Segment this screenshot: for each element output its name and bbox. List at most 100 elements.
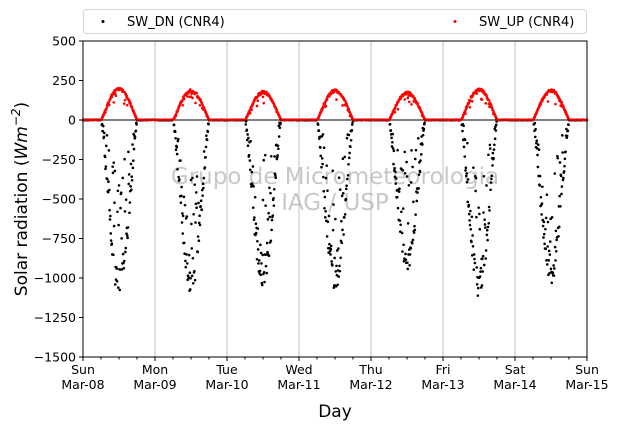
sw-dn-point (191, 256, 195, 260)
sw-dn-point (113, 283, 117, 286)
sw-dn-point (107, 180, 110, 183)
sw-dn-point (206, 130, 210, 134)
sw-dn-point (536, 165, 540, 169)
legend-label-sw-up: SW_UP (CNR4) (479, 15, 574, 30)
sw-dn-point (195, 206, 198, 209)
watermark-line-2: IAG / USP (281, 190, 389, 216)
sw-dn-point (118, 268, 122, 271)
sw-dn-point (334, 270, 338, 273)
sw-dn-point (322, 146, 326, 149)
sw-dn-point (261, 198, 265, 202)
sw-dn-point (536, 143, 540, 146)
sw-dn-point (257, 262, 260, 265)
sw-dn-point (561, 178, 565, 182)
y-axis-label-close: ) (12, 102, 32, 109)
sw-dn-point (332, 286, 336, 289)
sw-dn-point (391, 132, 395, 136)
sw-dn-point (487, 153, 490, 157)
sw-dn-point (340, 219, 343, 223)
sw-up-point (346, 104, 349, 108)
sw-dn-point (418, 170, 422, 174)
sw-dn-point (411, 238, 415, 242)
sw-dn-point (258, 269, 262, 273)
sw-dn-point (399, 223, 402, 227)
sw-dn-point (389, 129, 393, 132)
sw-dn-point (462, 124, 465, 128)
sw-dn-point (190, 247, 194, 250)
sw-dn-point (119, 191, 123, 194)
sw-dn-point (409, 181, 413, 184)
sw-dn-point (259, 251, 263, 255)
sw-dn-point (400, 231, 404, 235)
sw-dn-point (559, 205, 562, 208)
sw-dn-point (477, 206, 480, 209)
sw-dn-point (406, 261, 409, 264)
sw-dn-point (117, 184, 121, 187)
sw-dn-point (552, 264, 555, 267)
legend-box (83, 9, 587, 34)
sw-up-point (256, 99, 260, 102)
sw-dn-point (176, 137, 180, 141)
sw-dn-point (319, 154, 323, 158)
y-tick-label: −1250 (34, 310, 76, 325)
sw-dn-point (193, 278, 197, 282)
sw-up-point (470, 100, 474, 103)
sw-dn-point (254, 231, 258, 235)
sw-dn-point (189, 277, 192, 280)
sw-dn-point (421, 133, 425, 137)
sw-dn-point (252, 185, 255, 188)
sw-dn-point (464, 169, 467, 172)
sw-dn-point (270, 218, 274, 222)
sw-dn-point (185, 253, 188, 256)
sw-dn-point (126, 226, 130, 229)
sw-dn-point (473, 257, 476, 261)
y-tick-label: 250 (52, 73, 76, 88)
sw-dn-point (198, 214, 201, 218)
sw-dn-point (343, 213, 347, 216)
sw-dn-point (128, 201, 132, 204)
sw-dn-point (417, 187, 420, 190)
sw-dn-point (199, 199, 203, 202)
y-tick-label: 500 (52, 34, 76, 49)
sw-dn-point (482, 211, 485, 214)
sw-dn-point (335, 273, 339, 277)
y-axis-label-unit: Wm (12, 126, 32, 159)
sw-up-point (341, 104, 344, 107)
sw-dn-point (421, 143, 424, 146)
sw-up-point (325, 98, 329, 101)
sw-dn-point (104, 167, 107, 171)
sw-dn-point (403, 171, 407, 175)
sw-dn-point (272, 188, 276, 191)
sw-dn-point (475, 266, 479, 269)
sw-dn-point (331, 264, 334, 267)
sw-dn-point (482, 263, 486, 267)
sw-dn-point (105, 133, 109, 137)
sw-up-point (250, 108, 254, 111)
sw-dn-point (553, 267, 556, 270)
sw-dn-point (473, 261, 477, 265)
sw-dn-point (321, 162, 324, 166)
sw-dn-point (559, 174, 563, 178)
sw-dn-point (334, 217, 337, 221)
x-tick-label-day: Fri (436, 362, 451, 377)
sw-up-point (204, 110, 207, 113)
sw-up-point (324, 104, 328, 108)
sw-dn-point (101, 124, 105, 128)
sw-dn-point (414, 213, 417, 216)
sw-dn-point (396, 206, 400, 210)
sw-dn-point (116, 210, 119, 214)
sw-dn-point (401, 169, 405, 172)
sw-dn-point (324, 176, 328, 180)
sw-dn-point (466, 200, 470, 204)
sw-dn-point (245, 128, 249, 132)
sw-up-point (176, 108, 180, 111)
sw-up-point (467, 102, 471, 105)
sw-dn-point (403, 150, 407, 154)
sw-dn-point (554, 229, 558, 233)
sw-dn-point (413, 224, 416, 228)
sw-dn-point (330, 260, 333, 263)
sw-dn-point (398, 230, 402, 233)
sw-dn-point (270, 228, 273, 232)
sw-dn-point (491, 164, 494, 167)
sw-dn-point (558, 194, 561, 198)
